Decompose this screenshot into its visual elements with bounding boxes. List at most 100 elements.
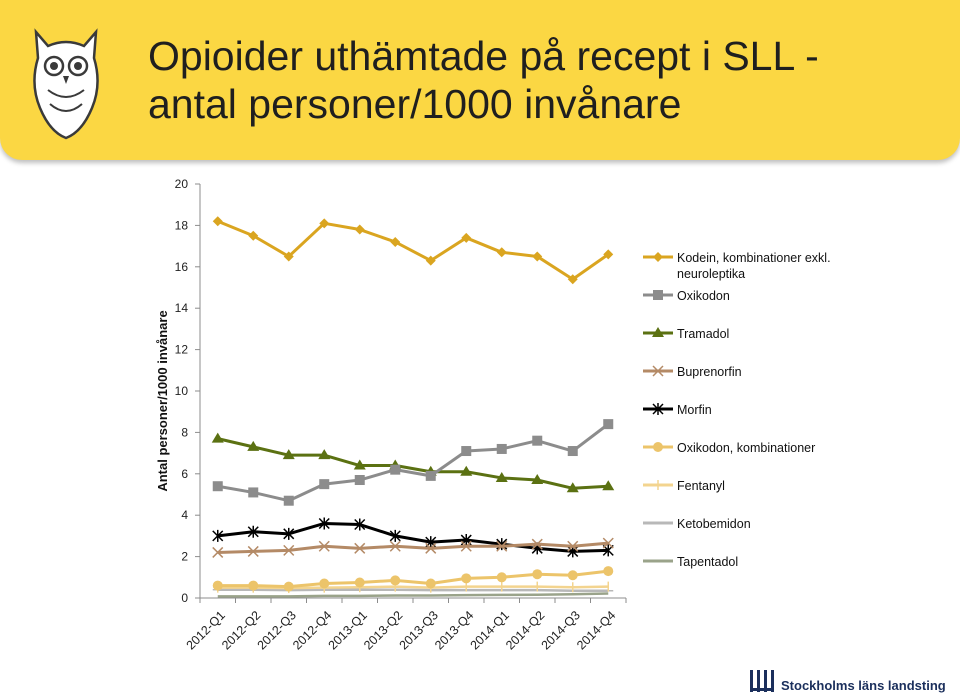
data-point-oxikodonkomb — [425, 578, 436, 589]
data-point-morfin — [318, 517, 330, 530]
data-point-tramadol — [353, 459, 366, 470]
data-point-kodein — [248, 230, 259, 241]
data-point-buprenorfin — [212, 546, 224, 558]
y-tick-label: 8 — [181, 425, 188, 439]
legend-label: Tapentadol — [677, 555, 738, 569]
y-tick-label: 6 — [181, 467, 188, 481]
legend-label: Tramadol — [677, 327, 729, 341]
data-point-oxikodon — [425, 470, 436, 481]
data-point-oxikodon — [496, 443, 507, 454]
data-point-buprenorfin — [602, 537, 614, 549]
legend-label: neuroleptika — [677, 267, 745, 281]
legend-label: Fentanyl — [677, 479, 725, 493]
x-tick-label: 2014-Q4 — [574, 608, 618, 652]
series-line-oxikodonkomb — [217, 569, 609, 589]
data-point-kodein — [354, 224, 365, 235]
legend-label: Oxikodon — [677, 289, 730, 303]
data-point-oxikodonkomb — [354, 577, 365, 588]
legend-label: Morfin — [677, 403, 712, 417]
data-point-tramadol — [247, 440, 260, 451]
data-point-buprenorfin — [389, 540, 401, 552]
y-tick-label: 16 — [175, 260, 189, 274]
series-line-fentanyl — [217, 585, 609, 590]
legend-marker-kodein — [653, 252, 663, 262]
data-point-buprenorfin — [247, 545, 259, 557]
title-line-2: antal personer/1000 invånare — [148, 81, 682, 127]
data-point-tramadol — [282, 449, 295, 460]
owl-logo-icon — [33, 28, 99, 140]
data-point-oxikodonkomb — [248, 580, 259, 591]
data-point-tramadol — [495, 471, 508, 482]
legend-label: Buprenorfin — [677, 365, 742, 379]
series-line-ketobemidon — [217, 588, 609, 593]
legend-marker-morfin — [652, 403, 664, 415]
data-point-buprenorfin — [318, 540, 330, 552]
data-point-kodein — [496, 247, 507, 258]
series-line-tapentadol — [217, 592, 609, 598]
data-point-oxikodonkomb — [496, 572, 507, 583]
data-point-kodein — [390, 236, 401, 247]
footer-logo-text: Stockholms läns landsting — [781, 678, 946, 693]
data-point-tramadol — [460, 465, 473, 476]
series-line-buprenorfin — [217, 541, 609, 554]
data-point-oxikodon — [283, 495, 294, 506]
series-line-kodein — [217, 219, 610, 281]
y-tick-label: 12 — [175, 343, 189, 357]
data-point-oxikodon — [319, 479, 330, 490]
data-point-oxikodonkomb — [603, 566, 614, 577]
data-point-morfin — [283, 527, 295, 540]
y-tick-label: 10 — [175, 384, 189, 398]
data-point-oxikodon — [603, 419, 614, 430]
data-point-oxikodonkomb — [283, 581, 294, 592]
y-tick-label: 14 — [175, 301, 189, 315]
data-point-oxikodon — [212, 481, 223, 492]
data-point-morfin — [354, 518, 366, 531]
data-point-tramadol — [566, 482, 579, 493]
y-axis-title: Antal personer/1000 invånare — [155, 310, 170, 491]
series-line-oxikodon — [217, 422, 610, 503]
data-point-oxikodonkomb — [532, 569, 543, 580]
data-point-oxikodon — [248, 487, 259, 498]
y-tick-label: 0 — [181, 591, 188, 605]
data-point-morfin — [212, 529, 224, 542]
data-point-oxikodonkomb — [461, 573, 472, 584]
data-point-oxikodon — [532, 435, 543, 446]
page-title: Opioider uthämtade på recept i SLL - ant… — [148, 32, 928, 128]
data-point-kodein — [425, 255, 436, 266]
data-point-kodein — [603, 249, 614, 260]
legend-label: Ketobemidon — [677, 517, 751, 531]
data-point-buprenorfin — [425, 542, 437, 554]
data-point-oxikodonkomb — [567, 570, 578, 581]
data-point-buprenorfin — [283, 544, 295, 556]
series-line-morfin — [217, 521, 609, 553]
y-tick-label: 4 — [181, 508, 188, 522]
data-point-oxikodonkomb — [319, 578, 330, 589]
legend-label: Oxikodon, kombinationer — [677, 441, 815, 455]
data-point-kodein — [532, 251, 543, 262]
data-point-morfin — [247, 525, 259, 538]
data-point-tramadol — [211, 432, 224, 443]
data-point-oxikodon — [567, 446, 578, 457]
data-point-kodein — [319, 218, 330, 229]
data-point-kodein — [567, 274, 578, 285]
data-point-oxikodonkomb — [212, 580, 223, 591]
data-point-morfin — [389, 529, 401, 542]
data-point-kodein — [212, 216, 223, 227]
data-point-oxikodon — [390, 464, 401, 475]
data-point-oxikodon — [461, 446, 472, 457]
data-point-buprenorfin — [567, 540, 579, 552]
series-line-tramadol — [217, 437, 609, 490]
data-point-buprenorfin — [354, 542, 366, 554]
legend-marker-oxikodonkomb — [653, 442, 663, 452]
stockholms-lans-landsting-logo-icon — [750, 670, 774, 692]
legend-marker-oxikodon — [653, 290, 663, 300]
data-point-buprenorfin — [496, 540, 508, 552]
y-tick-label: 18 — [175, 218, 189, 232]
legend-marker-buprenorfin — [652, 365, 664, 377]
line-chart: 0 2 4 6 8 10 12 14 16 18 20 Antal personer/1000 inv… — [155, 177, 831, 653]
data-point-tramadol — [531, 474, 544, 485]
data-point-tramadol — [602, 480, 615, 491]
y-tick-label: 2 — [181, 550, 188, 564]
data-point-buprenorfin — [460, 540, 472, 552]
data-point-kodein — [283, 251, 294, 262]
